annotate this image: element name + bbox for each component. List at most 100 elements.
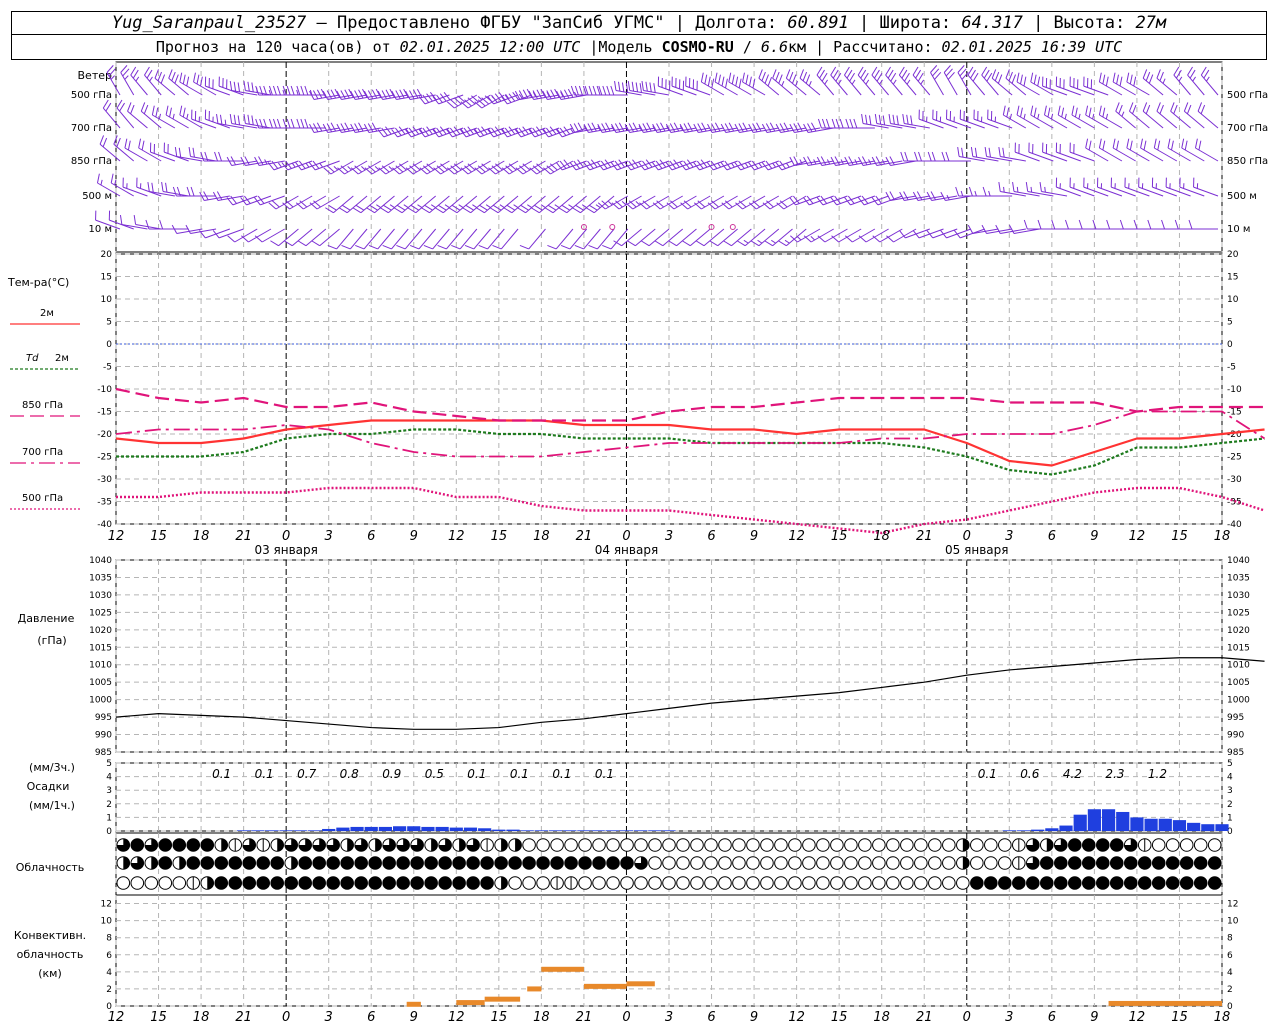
pres-ytick-left: 985	[95, 748, 112, 758]
wind-barb-staff	[305, 228, 327, 247]
wind-barb-feather	[731, 74, 735, 85]
wind-barb-staff	[149, 190, 175, 197]
wind-barb-staff	[610, 228, 629, 250]
wind-barb-feather	[253, 197, 261, 206]
wind-barb-feather	[404, 129, 412, 138]
wind-barb-feather	[453, 126, 461, 135]
wind-barb-staff	[113, 143, 135, 162]
wind-barb-feather	[421, 207, 430, 214]
wind-barb-feather	[700, 159, 708, 168]
wind-barb	[885, 156, 917, 167]
wind-barb-staff	[824, 228, 848, 243]
wind-barb-feather	[501, 96, 508, 105]
cloud-symbol	[242, 856, 257, 870]
cloud-circle	[900, 838, 914, 852]
time-axis-hour-label-bottom: 21	[916, 1010, 933, 1024]
wind-barb-staff	[1056, 85, 1081, 96]
cloud-symbol	[396, 838, 410, 852]
wind-barb-feather	[695, 240, 705, 247]
wind-barb-feather	[887, 69, 894, 79]
wind-barb-feather	[336, 123, 342, 133]
wind-barb-feather	[632, 122, 638, 132]
temp-ytick-right: -40	[1227, 520, 1242, 530]
cloud-symbol	[620, 856, 634, 870]
wind-barb-feather	[399, 89, 405, 99]
cloud-three-quarter-fill	[326, 838, 340, 852]
wind-barb-half-feather	[458, 204, 464, 208]
cloud-symbol	[970, 876, 984, 890]
wind-barb-feather	[1098, 105, 1102, 116]
cloud-symbol	[956, 838, 970, 852]
wind-barb-feather	[912, 66, 919, 76]
wind-barb	[597, 159, 628, 171]
wind-barb-feather	[638, 123, 644, 133]
wind-barb-staff	[1138, 186, 1164, 197]
pres-ytick-left: 1005	[89, 678, 112, 688]
wind-barb-staff	[1085, 147, 1109, 162]
cloud-circle	[480, 856, 494, 870]
wind-barb-half-feather	[333, 166, 339, 171]
cloud-symbol	[130, 838, 145, 852]
wind-barb	[226, 195, 258, 206]
cloud-circle	[648, 856, 662, 870]
wind-barb-feather	[569, 162, 577, 171]
wind-barb	[982, 186, 1013, 197]
wind-barb	[1142, 69, 1164, 96]
wind-barb-feather	[991, 69, 997, 79]
wind-barb-staff	[758, 77, 780, 96]
wind-barb-feather	[363, 90, 370, 100]
wind-barb-staff	[1142, 110, 1164, 129]
cloud-symbol	[508, 876, 522, 890]
cloud-symbol	[508, 838, 522, 852]
wind-barb-half-feather	[1078, 113, 1081, 120]
wind-barb	[462, 195, 491, 214]
wind-barb-feather	[522, 163, 531, 171]
wind-barb-feather	[322, 123, 329, 133]
cloud-circle	[704, 876, 718, 890]
wind-barb-feather	[227, 235, 236, 243]
wind-barb-feather	[354, 165, 363, 173]
wind-barb	[857, 66, 876, 96]
wind-barb-feather	[738, 200, 747, 208]
cloud-circle	[830, 856, 844, 870]
wind-barb	[748, 160, 779, 171]
wind-barb-feather	[1085, 105, 1089, 116]
wind-barb-feather	[762, 202, 771, 210]
wind-barb	[1112, 72, 1136, 96]
wind-barb-staff	[346, 195, 368, 214]
wind-barb-staff	[442, 195, 464, 214]
wind-barb-feather	[471, 95, 479, 103]
cloud-symbol	[788, 876, 802, 890]
wind-barb-feather	[446, 167, 455, 175]
cloud-three-quarter-fill	[284, 838, 298, 852]
wind-barb-feather	[1153, 138, 1157, 149]
wind-barb-feather	[846, 69, 853, 79]
cloud-symbol	[1012, 838, 1026, 852]
wind-barb	[748, 195, 780, 210]
cloud-circle	[1109, 876, 1124, 890]
wind-barb-staff	[1028, 151, 1054, 162]
wind-barb-feather	[592, 85, 597, 96]
cloud-circle	[872, 876, 886, 890]
cloud-symbol	[1012, 856, 1026, 870]
cloud-circle	[928, 856, 942, 870]
wind-barb-feather	[912, 230, 920, 239]
cloud-circle	[690, 838, 704, 852]
cloud-three-quarter-fill	[117, 838, 130, 852]
wind-barb-feather	[226, 156, 233, 166]
wind-barb	[1030, 105, 1054, 129]
cloud-symbol	[704, 876, 718, 890]
wind-barb	[437, 228, 464, 250]
cloud-symbol	[494, 838, 508, 852]
cloud-symbol	[746, 856, 760, 870]
wind-barb-staff	[303, 195, 327, 210]
wind-barb-feather	[653, 83, 656, 93]
wind-barb-staff	[1097, 186, 1123, 197]
precip-3h-total: 0.1	[255, 767, 274, 781]
cloud-circle	[242, 856, 257, 870]
wind-barb-feather	[241, 235, 249, 243]
cloud-circle	[942, 876, 956, 890]
precip-bar	[265, 830, 279, 831]
wind-barb-staff	[493, 94, 519, 105]
wind-barb	[789, 195, 821, 206]
